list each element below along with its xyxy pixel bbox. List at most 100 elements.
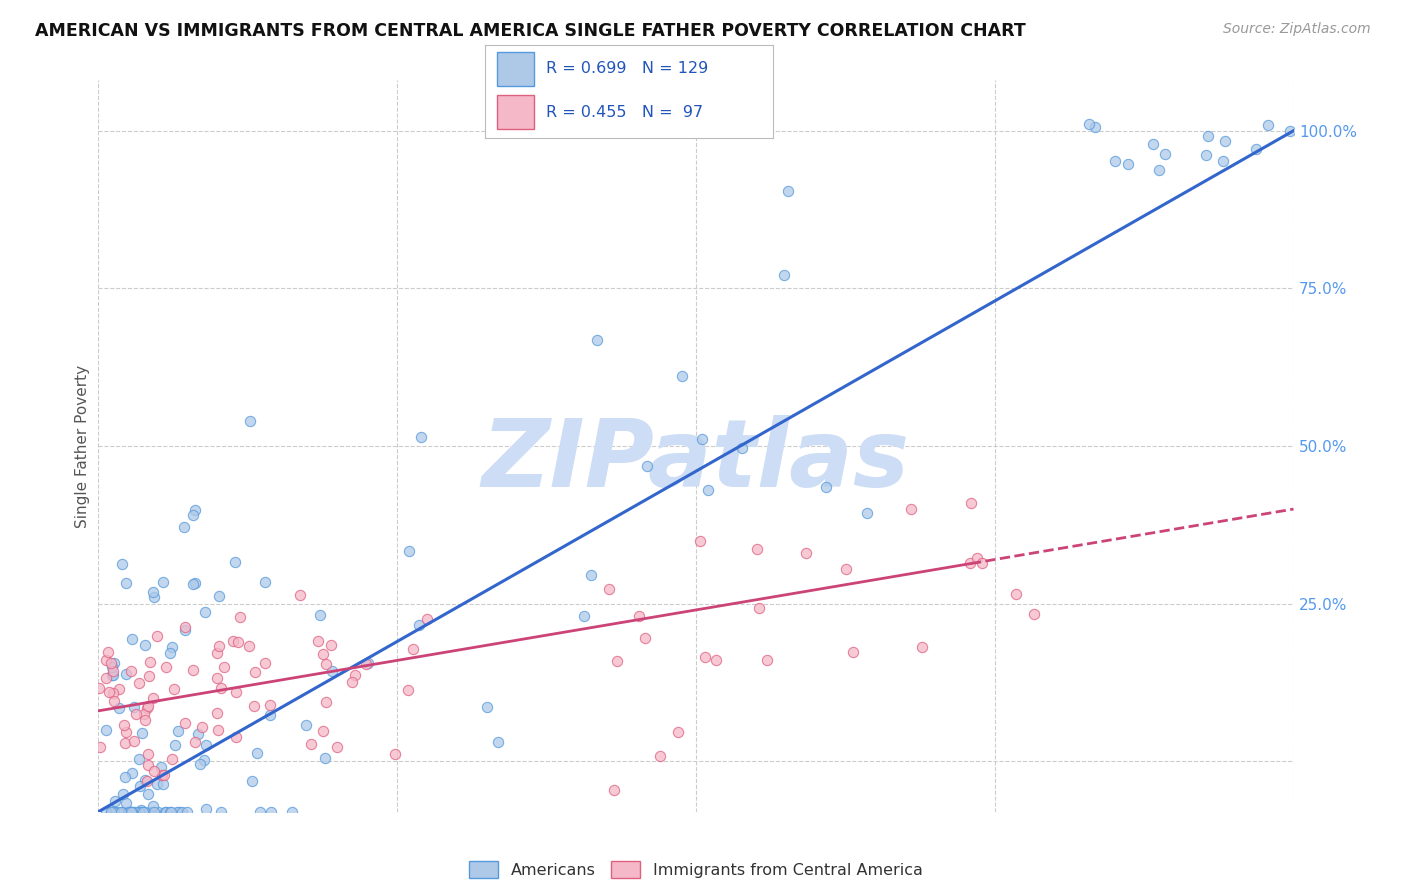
Point bbox=[98, 685, 121, 699]
Point bbox=[121, 766, 143, 780]
Point bbox=[212, 660, 235, 674]
Point bbox=[111, 788, 134, 802]
Point bbox=[181, 508, 204, 523]
Point bbox=[110, 805, 132, 819]
Point bbox=[146, 805, 169, 819]
Point bbox=[121, 805, 143, 819]
Point bbox=[398, 544, 420, 558]
Point bbox=[114, 770, 136, 784]
Point bbox=[208, 590, 231, 604]
Point bbox=[129, 805, 152, 819]
Point bbox=[634, 631, 657, 645]
Point bbox=[249, 805, 271, 819]
Point bbox=[225, 730, 247, 744]
Point bbox=[959, 556, 981, 570]
Point bbox=[697, 483, 720, 498]
Point bbox=[142, 798, 165, 813]
Text: R = 0.699   N = 129: R = 0.699 N = 129 bbox=[546, 62, 707, 77]
Point bbox=[243, 665, 266, 680]
Point bbox=[1212, 153, 1234, 168]
Point bbox=[253, 656, 276, 670]
Point bbox=[319, 638, 342, 652]
Point bbox=[689, 533, 711, 548]
Point bbox=[402, 642, 425, 657]
Point bbox=[121, 632, 143, 646]
Point bbox=[138, 655, 160, 669]
Point bbox=[238, 639, 260, 653]
Point bbox=[598, 582, 620, 597]
Point bbox=[100, 660, 122, 674]
Point bbox=[603, 782, 626, 797]
Point bbox=[111, 557, 134, 571]
Point bbox=[586, 333, 609, 347]
Point bbox=[835, 562, 858, 576]
Point bbox=[408, 618, 430, 632]
Point bbox=[114, 576, 136, 591]
Legend: Americans, Immigrants from Central America: Americans, Immigrants from Central Ameri… bbox=[463, 855, 929, 884]
Point bbox=[100, 805, 122, 819]
Point bbox=[94, 653, 117, 667]
Y-axis label: Single Father Poverty: Single Father Poverty bbox=[75, 365, 90, 527]
Point bbox=[94, 671, 117, 685]
Point bbox=[115, 725, 138, 739]
Point bbox=[281, 805, 304, 819]
Point bbox=[89, 740, 111, 755]
Point bbox=[129, 779, 152, 793]
Point bbox=[1142, 137, 1164, 152]
Point bbox=[118, 805, 141, 819]
Point bbox=[259, 698, 281, 713]
Point bbox=[205, 706, 228, 720]
Point bbox=[152, 575, 174, 590]
Point bbox=[340, 675, 363, 690]
Point bbox=[100, 805, 122, 819]
Point bbox=[122, 733, 145, 747]
Point bbox=[208, 639, 231, 653]
Point bbox=[315, 695, 337, 709]
Point bbox=[477, 699, 499, 714]
Point bbox=[1104, 154, 1126, 169]
Point bbox=[103, 805, 125, 819]
Point bbox=[193, 753, 215, 767]
Point bbox=[96, 805, 118, 819]
Point bbox=[134, 805, 156, 819]
Point bbox=[205, 671, 228, 685]
Point bbox=[100, 803, 122, 817]
Point bbox=[288, 588, 311, 602]
Point bbox=[224, 555, 246, 569]
Point bbox=[384, 747, 406, 762]
Point bbox=[671, 368, 693, 383]
Point bbox=[94, 723, 117, 738]
Point bbox=[396, 683, 419, 698]
Point bbox=[136, 699, 159, 714]
Point bbox=[121, 805, 143, 819]
Point bbox=[841, 645, 863, 659]
Point bbox=[299, 737, 322, 751]
Point bbox=[129, 803, 152, 817]
Point bbox=[166, 723, 188, 738]
Point bbox=[704, 653, 727, 667]
Point bbox=[103, 667, 125, 681]
Point bbox=[321, 664, 343, 678]
Point bbox=[112, 805, 135, 819]
Point bbox=[1022, 607, 1045, 621]
Point bbox=[409, 430, 432, 444]
Point bbox=[357, 657, 380, 671]
Point bbox=[103, 805, 125, 819]
Point bbox=[160, 640, 183, 654]
Point bbox=[139, 805, 162, 819]
Point bbox=[122, 700, 145, 714]
Point bbox=[136, 787, 159, 801]
Point bbox=[194, 801, 217, 815]
Point bbox=[176, 805, 198, 819]
Point bbox=[205, 647, 228, 661]
Point bbox=[128, 805, 150, 819]
Point bbox=[207, 723, 229, 738]
Point bbox=[184, 503, 207, 517]
Point bbox=[112, 718, 135, 732]
Point bbox=[115, 667, 138, 681]
Point bbox=[748, 601, 770, 615]
Point bbox=[1195, 148, 1218, 162]
Point bbox=[128, 752, 150, 766]
Point bbox=[1004, 587, 1026, 601]
Point bbox=[135, 774, 157, 789]
